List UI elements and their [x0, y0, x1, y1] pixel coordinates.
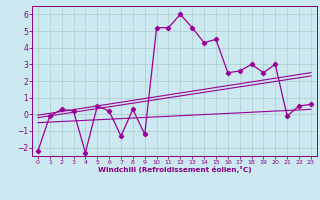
X-axis label: Windchill (Refroidissement éolien,°C): Windchill (Refroidissement éolien,°C) [98, 166, 251, 173]
